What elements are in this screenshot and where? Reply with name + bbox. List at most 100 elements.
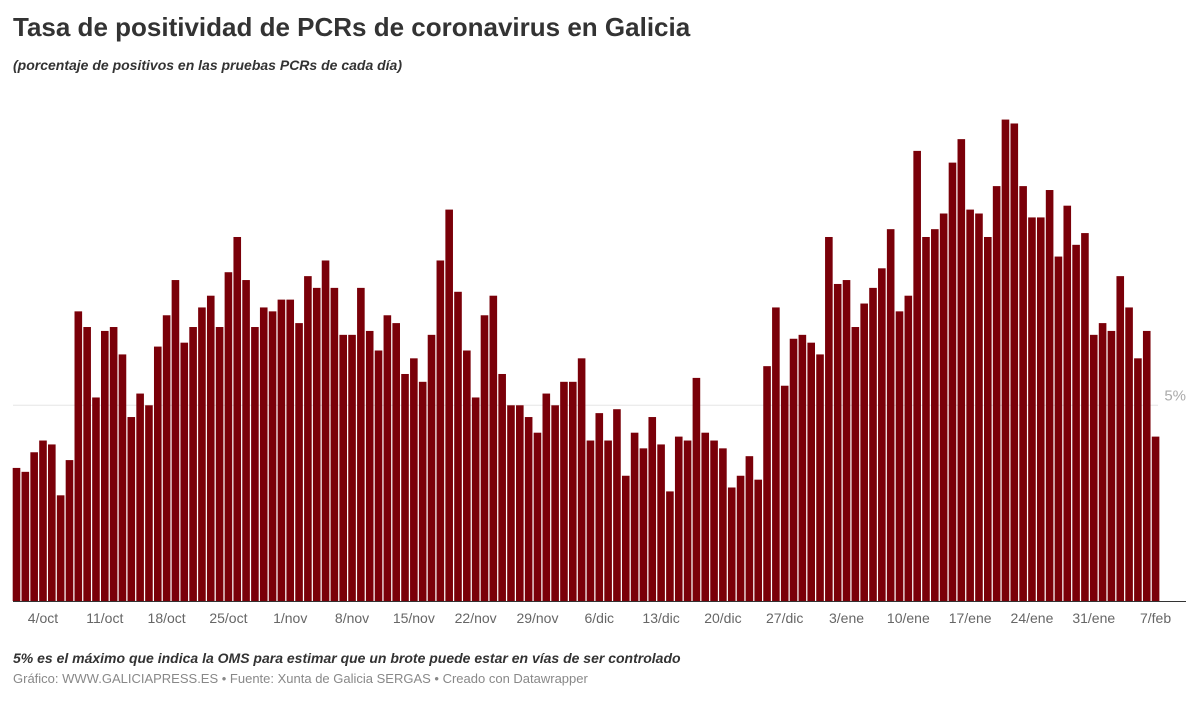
bar: [1063, 205, 1072, 601]
x-tick-label: 25/oct: [209, 610, 247, 626]
bar: [842, 280, 851, 601]
x-tick-label: 7/feb: [1140, 610, 1171, 626]
bar: [83, 327, 91, 601]
bar: [101, 330, 109, 601]
bar: [1001, 119, 1010, 601]
bar: [683, 440, 692, 601]
bar: [92, 397, 100, 601]
source-credit: Gráfico: WWW.GALICIAPRESS.ES • Fuente: X…: [13, 671, 588, 686]
bar: [851, 327, 860, 601]
bar: [224, 272, 233, 601]
bar: [48, 444, 56, 601]
bar: [807, 342, 815, 601]
bar: [719, 448, 727, 601]
bar: [648, 417, 657, 601]
bar: [312, 287, 321, 601]
bar: [401, 373, 409, 601]
bar: [171, 280, 180, 601]
x-tick-label: 20/dic: [704, 610, 741, 626]
bar: [551, 405, 559, 601]
bar: [516, 405, 524, 601]
bar: [957, 139, 966, 601]
bar: [895, 311, 904, 601]
bar: [410, 358, 418, 601]
bar: [1151, 436, 1160, 601]
bar: [1045, 190, 1054, 601]
bar: [931, 229, 939, 601]
bar: [498, 373, 506, 601]
bar: [1010, 123, 1019, 601]
bar: [1116, 276, 1125, 601]
x-axis-ticks: 4/oct 11/oct 18/oct 25/oct 1/nov 8/nov 15/nov 2…: [28, 610, 1172, 626]
footnote: 5% es el máximo que indica la OMS para e…: [13, 650, 681, 666]
x-tick-label: 29/nov: [516, 610, 558, 626]
bar: [1098, 323, 1107, 601]
bar: [1019, 186, 1027, 601]
bar: [1089, 334, 1098, 601]
bar: [869, 287, 877, 601]
bar: [74, 311, 83, 601]
bar: [604, 440, 612, 601]
bar: [206, 295, 215, 601]
bar: [886, 229, 895, 601]
x-tick-label: 1/nov: [273, 610, 307, 626]
bar: [904, 295, 913, 601]
bar: [542, 393, 551, 601]
bar: [674, 436, 683, 601]
bar: [816, 354, 824, 601]
bar: [710, 440, 718, 601]
bar: [860, 303, 868, 601]
bar: [763, 366, 771, 601]
bar: [772, 307, 780, 601]
bar: [489, 295, 498, 601]
bar: [701, 432, 710, 601]
bar: [692, 377, 701, 601]
bar: [339, 334, 348, 601]
bar: [127, 417, 136, 601]
bar: [727, 487, 736, 601]
bar: [1072, 244, 1080, 601]
x-tick-label: 10/ene: [887, 610, 930, 626]
x-tick-label: 31/ene: [1072, 610, 1115, 626]
bar: [463, 350, 471, 601]
bar: [992, 186, 1001, 601]
bar: [577, 358, 586, 601]
bar: [321, 260, 330, 601]
bar: [383, 315, 392, 601]
bar: [1028, 217, 1036, 601]
bar: [586, 440, 595, 601]
bar: [966, 209, 974, 601]
bar: [1125, 307, 1133, 601]
chart-title: Tasa de positividad de PCRs de coronavir…: [13, 12, 691, 42]
bar: [215, 327, 224, 601]
bar: [975, 213, 983, 601]
x-tick-label: 6/dic: [584, 610, 614, 626]
bar: [259, 307, 268, 601]
bar: [1142, 330, 1151, 601]
bar: [939, 213, 948, 601]
bar: [30, 452, 38, 601]
bar: [666, 491, 674, 601]
bar: [39, 440, 47, 601]
x-tick-label: 24/ene: [1011, 610, 1054, 626]
bar: [798, 334, 807, 601]
bar: [621, 475, 630, 601]
bar: [657, 444, 665, 601]
x-tick-label: 15/nov: [393, 610, 435, 626]
bar: [12, 467, 21, 601]
bar: [418, 381, 427, 601]
bar: [1036, 217, 1045, 601]
bar: [153, 346, 162, 601]
x-tick-label: 13/dic: [642, 610, 679, 626]
x-tick-label: 4/oct: [28, 610, 58, 626]
x-tick-label: 18/oct: [148, 610, 186, 626]
bar: [56, 495, 65, 601]
bar: [471, 397, 480, 601]
bar: [286, 299, 295, 601]
bar: [348, 334, 356, 601]
bar: [1054, 256, 1063, 601]
bar: [145, 405, 153, 601]
bar: [560, 381, 568, 601]
bar: [268, 311, 277, 601]
bar: [595, 413, 604, 601]
